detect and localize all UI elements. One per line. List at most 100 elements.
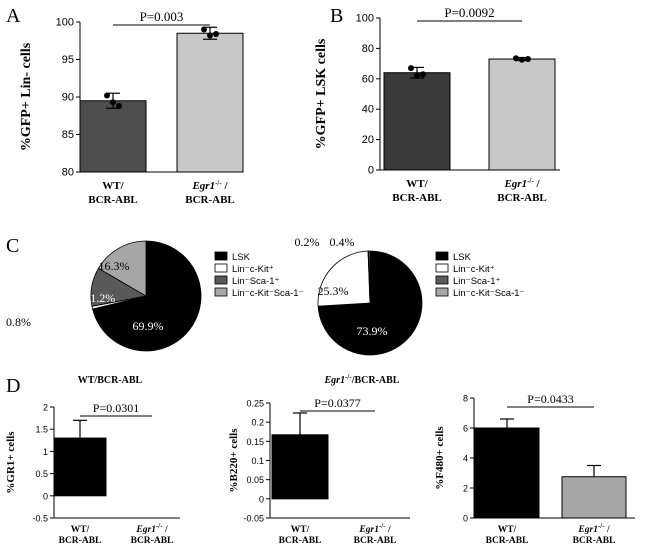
chart-d3-bar (474, 427, 540, 519)
chart-d3-tick-label: 8 (463, 394, 468, 404)
chart-d1-tick-label: 0.5 (35, 469, 48, 479)
chart-d2-y-label: %B220+ cells (228, 428, 240, 493)
pie-wt-legend-swatch (214, 251, 228, 261)
pie-wt-legend-swatch (214, 287, 228, 297)
pie-wt-legend-label: Lin⁻c-Kit⁺ (232, 264, 274, 275)
chart-d2-tick-label: -0.05 (243, 514, 264, 524)
chart-d1-p-value: P=0.0301 (93, 401, 139, 415)
chart-b-category-label: Egr1-/- / (503, 177, 540, 190)
chart-d2-category-label: BCR-ABL (354, 536, 397, 546)
pie-egr1-legend-swatch (435, 275, 449, 285)
chart-b-data-point (408, 65, 414, 72)
chart-b-data-point (513, 55, 519, 62)
chart-b-bar (383, 72, 451, 171)
chart-b-data-point (420, 71, 426, 78)
chart-d2-category-label: WT/ (291, 525, 310, 535)
chart-a-data-point (116, 103, 122, 109)
chart-a-tick-label: 100 (56, 17, 74, 29)
pie-wt-slice (97, 240, 147, 297)
pie-wt-slice-label: 16.3% (99, 259, 130, 273)
chart-d3-bar (561, 476, 627, 519)
chart-a-p-value: P=0.003 (140, 9, 184, 24)
pie-wt-legend-label: Lin⁻c-Kit⁻Sca-1⁻ (232, 288, 304, 299)
chart-d1-category-label: WT/ (71, 525, 90, 535)
chart-b-data-point (414, 72, 420, 79)
chart-d1-tick-label: -0.5 (32, 514, 48, 524)
chart-b-category-label: WT/ (406, 178, 428, 190)
panel-letter-c: C (6, 235, 19, 257)
chart-d1-tick-label: 2 (43, 403, 48, 413)
chart-a-category-label: BCR-ABL (185, 194, 235, 206)
pie-egr1-legend-label: LSK (453, 252, 472, 263)
panel-letter-d: D (6, 375, 20, 397)
chart-b-tick-label: 100 (356, 13, 374, 25)
chart-b-category-label: BCR-ABL (497, 192, 547, 204)
chart-d2-tick-label: 0.05 (246, 475, 264, 485)
pie-wt-legend-label: Lin⁻Sca-1⁺ (232, 276, 280, 287)
pie-egr1-legend-label: Lin⁻Sca-1⁺ (453, 276, 501, 287)
pie-egr1-legend-label: Lin⁻c-Kit⁺ (453, 264, 495, 275)
panel-letter-a: A (6, 5, 21, 27)
chart-b-tick-label: 20 (362, 134, 374, 146)
chart-b-tick-label: 40 (362, 104, 374, 116)
chart-a-tick-label: 85 (62, 129, 74, 141)
pie-egr1-slice (317, 250, 371, 307)
chart-d2-bar (271, 434, 329, 500)
chart-d3-category-label: BCR-ABL (486, 536, 529, 546)
pie-egr1-legend-swatch (435, 263, 449, 273)
chart-a-tick-label: 90 (62, 92, 74, 104)
chart-a-data-point (110, 99, 116, 106)
chart-d1-bar (53, 437, 107, 497)
chart-a-data-point (104, 92, 110, 99)
chart-b-tick-label: 0 (368, 165, 374, 177)
chart-d3-y-label: %F480+ cells (434, 426, 446, 490)
chart-d1-category-label: BCR-ABL (131, 536, 174, 546)
chart-d2-tick-label: 0.15 (246, 437, 264, 447)
chart-d1-tick-label: 1 (43, 447, 48, 457)
pie-wt-legend-label: LSK (232, 252, 251, 263)
pie-egr1-slice-label: 73.9% (357, 324, 388, 338)
chart-d3-category-label: WT/ (498, 525, 517, 535)
chart-d2-p-value: P=0.0377 (314, 396, 360, 410)
pie-egr1-legend-swatch (435, 287, 449, 297)
pie-egr1-slice-label: 0.2% (295, 235, 320, 249)
pie-egr1-legend-swatch (435, 251, 449, 261)
chart-b-data-point (525, 56, 531, 63)
chart-d3-tick-label: 0 (463, 514, 468, 524)
chart-d1-tick-label: 0 (43, 491, 48, 501)
pie-egr1-slice-label: 0.4% (330, 235, 355, 249)
chart-a-tick-label: 80 (62, 167, 74, 179)
chart-b-data-point (519, 56, 525, 63)
pie-wt-legend-swatch (214, 263, 228, 273)
chart-a-data-point (213, 31, 219, 37)
pie-egr1-legend-label: Lin⁻c-Kit⁻Sca-1⁻ (453, 288, 525, 299)
chart-b-tick-label: 60 (362, 73, 374, 85)
chart-d3-tick-label: 4 (463, 454, 468, 464)
pie-wt-legend-swatch (214, 275, 228, 285)
chart-a-bar (176, 32, 244, 173)
chart-a-category-label: Egr1-/- / (191, 179, 228, 192)
chart-a-category-label: BCR-ABL (88, 194, 138, 206)
chart-d2-category-label: BCR-ABL (279, 536, 322, 546)
chart-d2-tick-label: 0.1 (251, 456, 264, 466)
pie-egr1-slice (368, 250, 371, 304)
pie-egr1-slice-label: 25.3% (318, 284, 349, 298)
pie-wt-title: WT/BCR-ABL (78, 375, 143, 386)
chart-d3-tick-label: 6 (463, 424, 468, 434)
chart-a-y-label: %GFP+ Lin- cells (19, 42, 34, 151)
chart-d1-category-label: Egr1-/- / (135, 522, 168, 535)
chart-b-tick-label: 80 (362, 43, 374, 55)
pie-wt-slice-label: 0.8% (6, 315, 31, 329)
pie-wt-slice-label: 69.9% (133, 319, 164, 333)
chart-d3-category-label: Egr1-/- / (577, 522, 610, 535)
chart-a-data-point (207, 32, 213, 39)
chart-a-category-label: WT/ (102, 180, 124, 192)
chart-d3-p-value: P=0.0433 (527, 392, 573, 406)
chart-b-category-label: BCR-ABL (392, 192, 442, 204)
chart-d1-tick-label: 1.5 (35, 425, 48, 435)
chart-d2-tick-label: 0.2 (251, 418, 264, 428)
pie-wt-slice-label: 11.2% (85, 291, 116, 305)
chart-d1-y-label: %GR1+ cells (5, 431, 17, 494)
chart-d1-category-label: BCR-ABL (59, 536, 102, 546)
